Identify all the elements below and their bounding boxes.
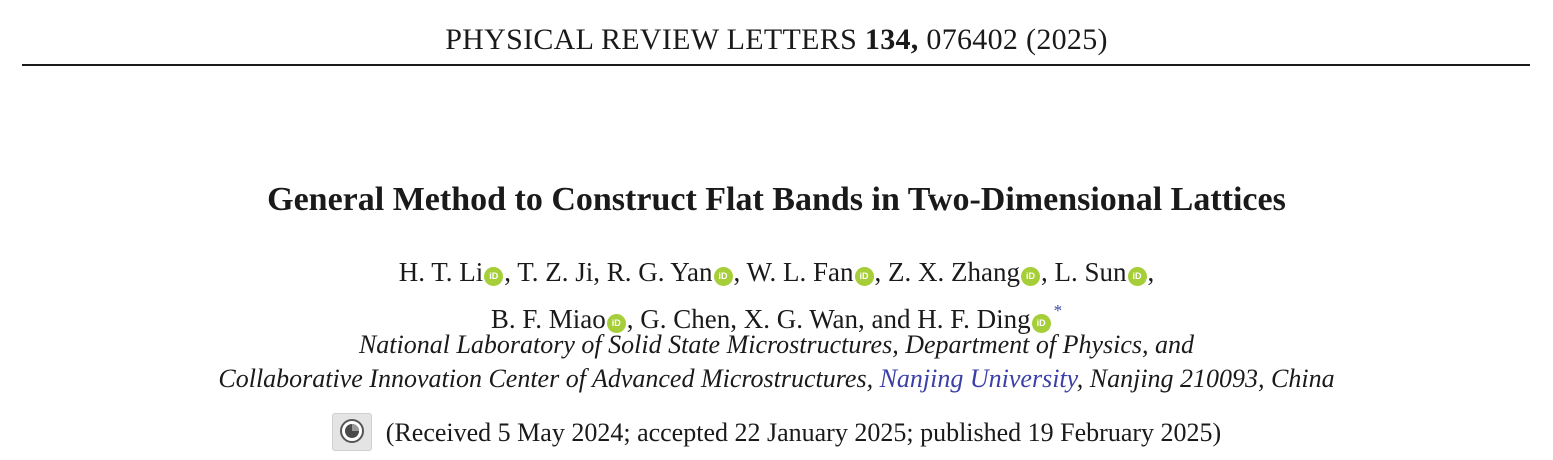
header-divider [22, 64, 1530, 66]
author-list-line-2: B. F. Miao iD, G. Chen, X. G. Wan, and H.… [490, 301, 1063, 334]
orcid-icon[interactable]: iD [1031, 314, 1051, 333]
check-for-updates-icon[interactable] [331, 413, 372, 452]
author-name: X. G. Wan [743, 304, 859, 334]
publication-history: (Received 5 May 2024; accepted 22 Januar… [0, 413, 1553, 454]
affiliation-line-1: National Laboratory of Solid State Micro… [358, 330, 1195, 359]
paper-title: General Method to Construct Flat Bands i… [267, 181, 1286, 218]
author-name: G. Chen [640, 304, 731, 334]
orcid-icon[interactable]: iD [484, 267, 504, 286]
corresponding-author-mark[interactable]: * [1053, 301, 1063, 320]
orcid-icon[interactable]: iD [713, 267, 733, 286]
article-number: 076402 [926, 23, 1019, 56]
author-name: R. G. Yan [606, 257, 713, 287]
author-name: L. Sun [1054, 257, 1127, 287]
author-name: Z. X. Zhang [888, 257, 1021, 287]
publication-year: (2025) [1026, 23, 1108, 56]
author-name: H. F. Ding [917, 304, 1031, 334]
affiliation-prefix: Collaborative Innovation Center of Advan… [218, 364, 880, 393]
author-name: T. Z. Ji [517, 257, 594, 287]
affiliation-suffix: , Nanjing 210093, China [1076, 364, 1335, 393]
journal-volume: 134, [864, 23, 919, 56]
journal-header: PHYSICAL REVIEW LETTERS 134, 076402 (202… [0, 22, 1553, 58]
orcid-icon[interactable]: iD [1021, 267, 1041, 286]
university-link[interactable]: Nanjing University [879, 364, 1077, 393]
journal-name: PHYSICAL REVIEW LETTERS [445, 23, 858, 56]
author-name: W. L. Fan [746, 257, 854, 287]
affiliation-line-2: Collaborative Innovation Center of Advan… [0, 364, 1553, 394]
history-dates: (Received 5 May 2024; accepted 22 Januar… [385, 418, 1222, 447]
author-name: H. T. Li [398, 257, 484, 287]
orcid-icon[interactable]: iD [606, 314, 626, 333]
orcid-icon[interactable]: iD [854, 267, 874, 286]
orcid-icon[interactable]: iD [1127, 267, 1147, 286]
author-name: B. F. Miao [490, 304, 606, 334]
author-list-line-1: H. T. Li iD, T. Z. Ji, R. G. Yan iD, W. L.… [398, 257, 1155, 287]
